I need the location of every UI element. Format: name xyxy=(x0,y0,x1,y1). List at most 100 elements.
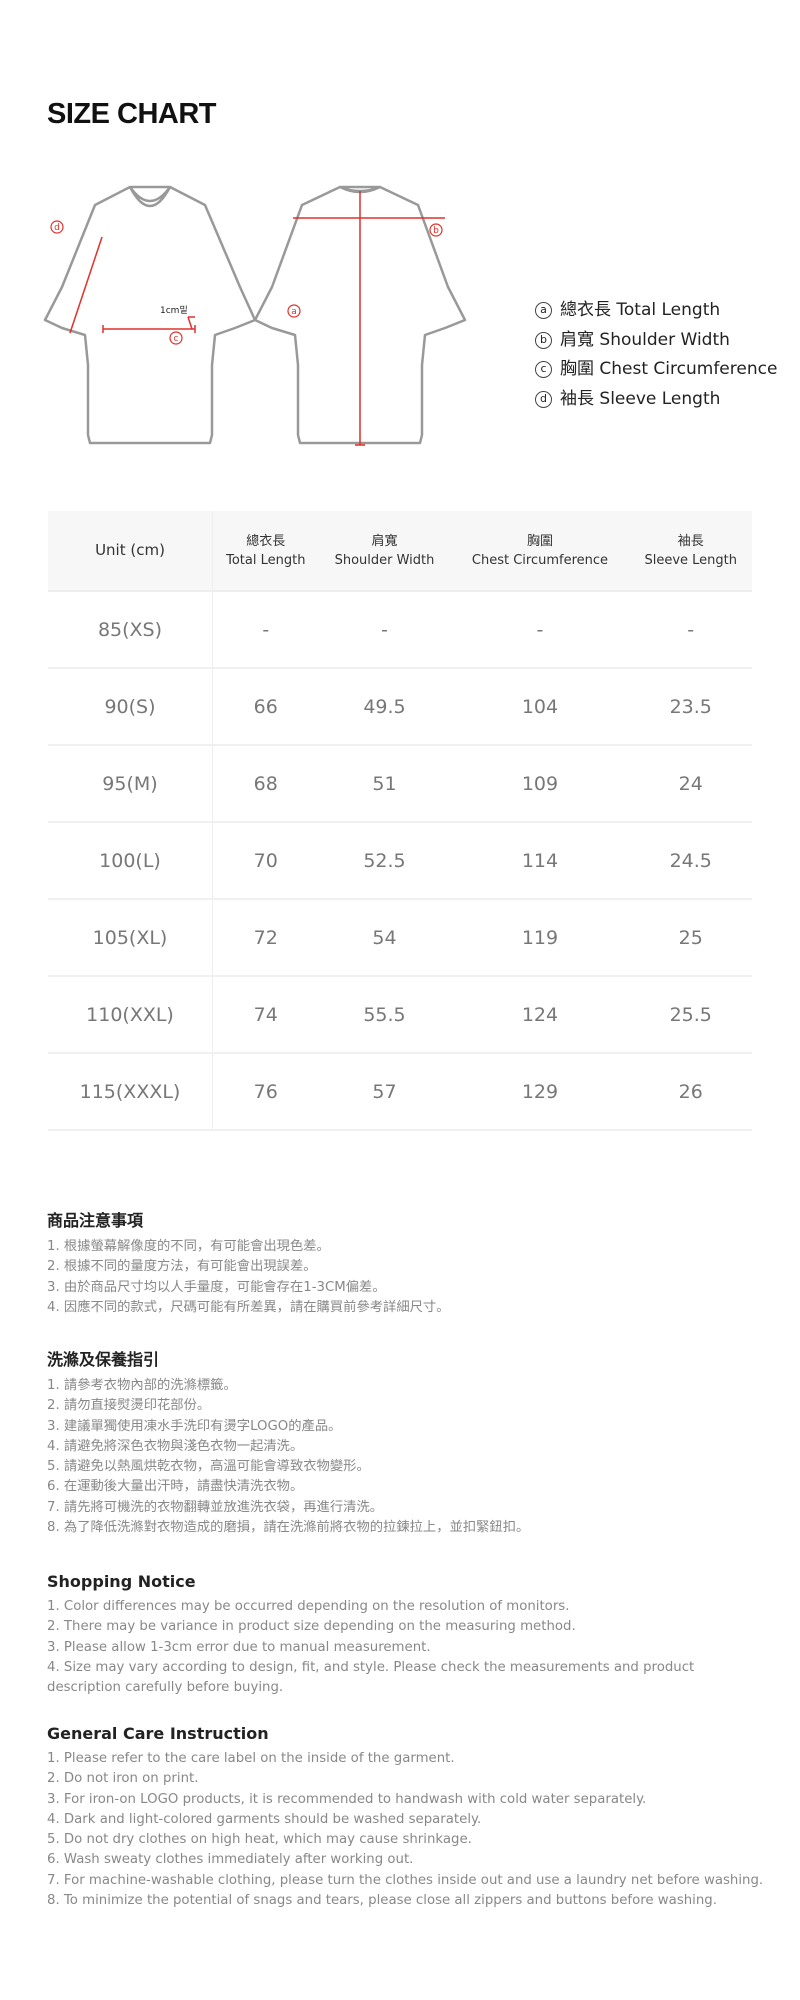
value-cell: 129 xyxy=(521,1080,559,1103)
marker-d: d xyxy=(54,223,60,233)
column-header: 肩寬 Shoulder Width xyxy=(334,533,435,568)
table-row: 110(XXL) 74 55.5 124 25.5 xyxy=(48,976,752,1053)
value-cell: 104 xyxy=(521,695,559,718)
section-line: 3. 建議單獨使用凍水手洗印有燙字LOGO的產品。 xyxy=(47,1418,342,1434)
marker-a-icon: a xyxy=(535,302,552,319)
section-line: 7. For machine-washable clothing, please… xyxy=(47,1872,764,1888)
notice-section: General Care Instruction 1. Please refer … xyxy=(47,1724,767,1911)
legend-item: c 胸圍 Chest Circumference xyxy=(535,355,777,385)
column-header: 總衣長 Total Length xyxy=(226,533,306,568)
size-cell: 95(M) xyxy=(48,745,213,822)
value-cell: 52.5 xyxy=(363,849,406,872)
value-cell: 119 xyxy=(521,926,559,949)
measurement-legend: a 總衣長 Total Length b 肩寬 Shoulder Width c 胸圍… xyxy=(535,296,777,414)
notice-section: Shopping Notice 1. Color differences may … xyxy=(47,1572,767,1698)
size-cell: 90(S) xyxy=(48,668,213,745)
legend-item: d 袖長 Sleeve Length xyxy=(535,385,777,415)
section-heading: Shopping Notice xyxy=(47,1572,196,1591)
section-line: 6. 在運動後大量出汗時，請盡快清洗衣物。 xyxy=(47,1479,304,1495)
section-line: 7. 請先將可機洗的衣物翻轉並放進洗衣袋，再進行清洗。 xyxy=(47,1499,384,1515)
diagram-note: 1cm밑 xyxy=(160,304,188,316)
section-line: 3. Please allow 1-3cm error due to manua… xyxy=(47,1639,431,1655)
value-cell: 25 xyxy=(678,926,703,949)
value-cell: 23.5 xyxy=(669,695,712,718)
size-cell: 85(XS) xyxy=(48,591,213,668)
section-line: 3. 由於商品尺寸均以人手量度，可能會存在1-3CM偏差。 xyxy=(47,1279,386,1295)
marker-a: a xyxy=(291,307,297,317)
section-line: 4. Dark and light-colored garments shoul… xyxy=(47,1811,482,1827)
section-heading: General Care Instruction xyxy=(47,1724,269,1743)
value-cell: 51 xyxy=(372,772,397,795)
value-cell: - xyxy=(262,618,270,641)
value-cell: 54 xyxy=(372,926,397,949)
size-cell: 115(XXXL) xyxy=(48,1053,213,1130)
value-cell: 70 xyxy=(253,849,278,872)
table-row: 90(S) 66 49.5 104 23.5 xyxy=(48,668,752,745)
column-header: 胸圍 Chest Circumference xyxy=(471,533,609,568)
size-cell: 105(XL) xyxy=(48,899,213,976)
size-cell: 100(L) xyxy=(48,822,213,899)
column-header: 袖長 Sleeve Length xyxy=(644,533,737,568)
value-cell: - xyxy=(687,618,695,641)
table-row: 100(L) 70 52.5 114 24.5 xyxy=(48,822,752,899)
unit-header: Unit (cm) xyxy=(48,511,213,591)
section-line: 5. Do not dry clothes on high heat, whic… xyxy=(47,1832,472,1848)
section-line: 2. 根據不同的量度方法，有可能會出現誤差。 xyxy=(47,1259,317,1275)
value-cell: 24 xyxy=(678,772,703,795)
value-cell: 57 xyxy=(372,1080,397,1103)
section-line: 2. 請勿直接熨燙印花部份。 xyxy=(47,1398,211,1414)
table-row: 85(XS) - - - - xyxy=(48,591,752,668)
marker-d-icon: d xyxy=(535,390,552,408)
table-header-row: Unit (cm) 總衣長 Total Length 肩寬 Shoulder Wid… xyxy=(48,511,752,591)
table-row: 115(XXXL) 76 57 129 26 xyxy=(48,1053,752,1130)
value-cell: 26 xyxy=(678,1080,703,1103)
table-row: 105(XL) 72 54 119 25 xyxy=(48,899,752,976)
section-heading: 商品注意事項 xyxy=(47,1211,144,1230)
section-line: 2. Do not iron on print. xyxy=(47,1771,199,1787)
value-cell: 74 xyxy=(253,1003,278,1026)
value-cell: 76 xyxy=(253,1080,278,1103)
notice-section: 商品注意事項 1. 根據螢幕解像度的不同，有可能會出現色差。 2. 根據不同的量度方… xyxy=(47,1207,767,1318)
section-line: 8. 為了降低洗滌對衣物造成的磨損，請在洗滌前將衣物的拉鍊拉上，並扣緊鈕扣。 xyxy=(47,1520,530,1536)
value-cell: 55.5 xyxy=(363,1003,406,1026)
page-title: SIZE CHART xyxy=(47,98,217,130)
section-heading: 洗滌及保養指引 xyxy=(47,1350,160,1369)
notice-section: 洗滌及保養指引 1. 請參考衣物內部的洗滌標籤。 2. 請勿直接熨燙印花部份。 3. … xyxy=(47,1346,767,1538)
size-table: Unit (cm) 總衣長 Total Length 肩寬 Shoulder Wid… xyxy=(48,511,752,1131)
value-cell: 72 xyxy=(253,926,278,949)
legend-item: a 總衣長 Total Length xyxy=(535,296,777,326)
marker-b-icon: b xyxy=(535,331,552,349)
section-line: 4. 因應不同的款式，尺碼可能有所差異，請在購買前參考詳細尺寸。 xyxy=(47,1299,450,1315)
value-cell: 25.5 xyxy=(669,1003,712,1026)
value-cell: 24.5 xyxy=(669,849,712,872)
section-line: 4. 請避免將深色衣物與淺色衣物一起清洗。 xyxy=(47,1438,304,1454)
legend-label: 肩寬 Shoulder Width xyxy=(560,329,730,350)
value-cell: - xyxy=(536,618,544,641)
marker-c: c xyxy=(174,334,179,344)
value-cell: 68 xyxy=(253,772,278,795)
section-line: 8. To minimize the potential of snags an… xyxy=(47,1893,717,1909)
value-cell: 114 xyxy=(521,849,559,872)
marker-b: b xyxy=(433,226,439,236)
legend-label: 袖長 Sleeve Length xyxy=(560,388,721,409)
value-cell: 124 xyxy=(521,1003,559,1026)
tshirt-measurement-diagram: 1cm밑 d c a b xyxy=(43,185,467,446)
section-line: 3. For iron-on LOGO products, it is reco… xyxy=(47,1791,647,1807)
section-line: 1. 根據螢幕解像度的不同，有可能會出現色差。 xyxy=(47,1239,330,1254)
value-cell: 109 xyxy=(521,772,559,795)
legend-item: b 肩寬 Shoulder Width xyxy=(535,326,777,356)
section-line: 2. There may be variance in product size… xyxy=(47,1619,576,1635)
section-line: 1. Color differences may be occurred dep… xyxy=(47,1599,570,1614)
value-cell: - xyxy=(381,618,388,641)
value-cell: 49.5 xyxy=(363,695,406,718)
section-line: 4. Size may vary according to design, fi… xyxy=(47,1659,695,1696)
section-line: 1. Please refer to the care label on the… xyxy=(47,1751,455,1766)
section-line: 6. Wash sweaty clothes immediately after… xyxy=(47,1852,414,1868)
table-row: 95(M) 68 51 109 24 xyxy=(48,745,752,822)
value-cell: 66 xyxy=(253,695,278,718)
marker-c-icon: c xyxy=(535,361,552,378)
legend-label: 胸圍 Chest Circumference xyxy=(560,359,778,379)
section-line: 5. 請避免以熱風烘乾衣物，高溫可能會導致衣物變形。 xyxy=(47,1459,370,1475)
section-line: 1. 請參考衣物內部的洗滌標籤。 xyxy=(47,1378,237,1393)
legend-label: 總衣長 Total Length xyxy=(560,300,721,320)
